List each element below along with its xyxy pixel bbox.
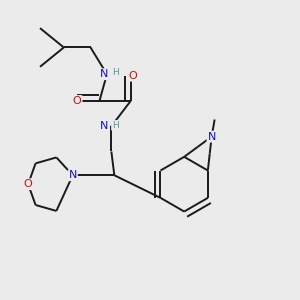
Text: N: N: [68, 170, 77, 180]
Text: N: N: [100, 69, 108, 79]
Text: H: H: [112, 121, 119, 130]
Text: O: O: [73, 96, 82, 106]
Text: N: N: [207, 132, 216, 142]
Text: H: H: [112, 68, 119, 77]
Text: O: O: [24, 179, 32, 189]
Text: O: O: [129, 71, 137, 81]
Text: N: N: [100, 121, 108, 131]
